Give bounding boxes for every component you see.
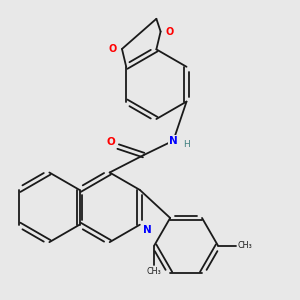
Text: O: O xyxy=(109,44,117,54)
Text: N: N xyxy=(169,136,178,146)
Text: O: O xyxy=(166,26,174,37)
Text: O: O xyxy=(106,137,115,147)
Text: H: H xyxy=(183,140,190,148)
Text: CH₃: CH₃ xyxy=(238,241,253,250)
Text: CH₃: CH₃ xyxy=(147,266,162,275)
Text: N: N xyxy=(143,225,152,235)
